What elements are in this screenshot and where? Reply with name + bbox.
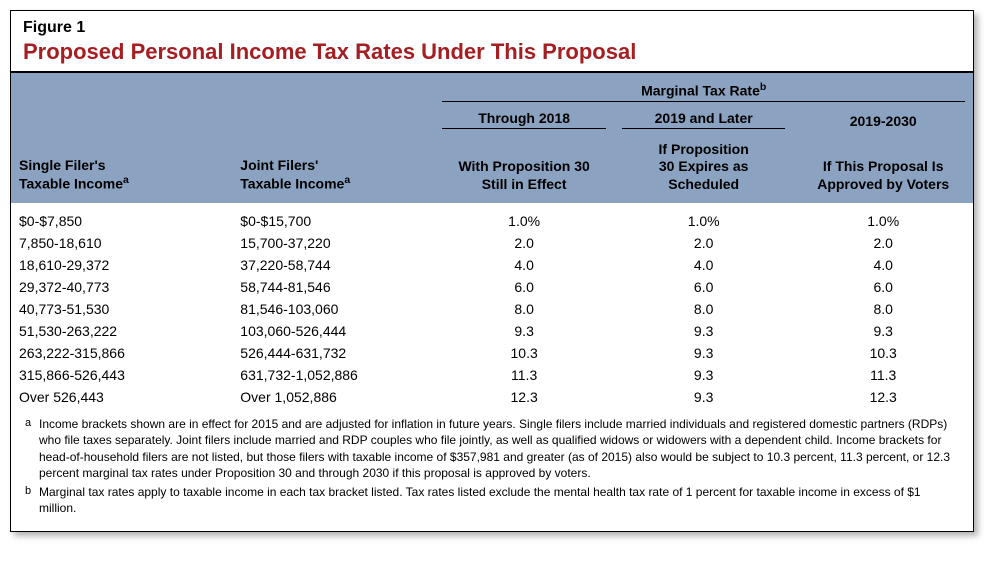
- cell-single: 51,530-263,222: [11, 320, 232, 342]
- cell-r1: 8.0: [434, 298, 614, 320]
- col-header-joint-l1: Joint Filers': [240, 157, 318, 173]
- col-spanner-rate: Marginal Tax Rateb: [434, 73, 973, 106]
- cell-joint: 103,060-526,444: [232, 320, 434, 342]
- footnote-a: a Income brackets shown are in effect fo…: [25, 416, 959, 481]
- table-row: $0-$7,850 $0-$15,700 1.0% 1.0% 1.0%: [11, 203, 973, 232]
- figure-container: Figure 1 Proposed Personal Income Tax Ra…: [10, 10, 974, 532]
- col-header-single-sup: a: [123, 174, 129, 186]
- tax-rate-table: Single Filer's Taxable Incomea Joint Fil…: [11, 73, 973, 408]
- cell-single: 7,850-18,610: [11, 232, 232, 254]
- cell-r2: 9.3: [614, 364, 794, 386]
- col-period-2-text: 2019 and Later: [622, 110, 786, 129]
- cell-r3: 9.3: [793, 320, 973, 342]
- cell-r2: 6.0: [614, 276, 794, 298]
- cell-r2: 2.0: [614, 232, 794, 254]
- cell-single: 263,222-315,866: [11, 342, 232, 364]
- col-header-single-l2: Taxable Income: [19, 176, 123, 192]
- cell-r2: 1.0%: [614, 203, 794, 232]
- cell-single: 40,773-51,530: [11, 298, 232, 320]
- col-header-joint: Joint Filers' Taxable Incomea: [232, 73, 434, 203]
- cell-r2: 9.3: [614, 320, 794, 342]
- col-scenario-2-l1: If Proposition: [659, 141, 749, 157]
- col-period-3-text: 2019-2030: [801, 113, 965, 129]
- col-period-2: 2019 and Later: [614, 106, 794, 133]
- cell-r2: 9.3: [614, 342, 794, 364]
- cell-joint: 81,546-103,060: [232, 298, 434, 320]
- cell-single: Over 526,443: [11, 386, 232, 408]
- cell-r1: 4.0: [434, 254, 614, 276]
- col-period-3: 2019-2030: [793, 106, 973, 133]
- cell-r3: 8.0: [793, 298, 973, 320]
- cell-r1: 1.0%: [434, 203, 614, 232]
- table-row: 7,850-18,610 15,700-37,220 2.0 2.0 2.0: [11, 232, 973, 254]
- footnote-b-mark: b: [25, 484, 39, 516]
- table-row: Over 526,443 Over 1,052,886 12.3 9.3 12.…: [11, 386, 973, 408]
- figure-header: Figure 1 Proposed Personal Income Tax Ra…: [11, 11, 973, 73]
- cell-r1: 9.3: [434, 320, 614, 342]
- table-row: 29,372-40,773 58,744-81,546 6.0 6.0 6.0: [11, 276, 973, 298]
- cell-r2: 8.0: [614, 298, 794, 320]
- table-row: 263,222-315,866 526,444-631,732 10.3 9.3…: [11, 342, 973, 364]
- cell-r2: 4.0: [614, 254, 794, 276]
- footnote-a-mark: a: [25, 416, 39, 481]
- col-scenario-2-l3: Scheduled: [668, 176, 739, 192]
- footnote-b: b Marginal tax rates apply to taxable in…: [25, 484, 959, 516]
- cell-r3: 1.0%: [793, 203, 973, 232]
- table-body: $0-$7,850 $0-$15,700 1.0% 1.0% 1.0% 7,85…: [11, 203, 973, 408]
- col-scenario-2: If Proposition 30 Expires as Scheduled: [614, 133, 794, 204]
- cell-single: 18,610-29,372: [11, 254, 232, 276]
- col-header-joint-l2: Taxable Income: [240, 176, 344, 192]
- footnote-b-text: Marginal tax rates apply to taxable inco…: [39, 484, 959, 516]
- cell-single: $0-$7,850: [11, 203, 232, 232]
- col-header-single: Single Filer's Taxable Incomea: [11, 73, 232, 203]
- col-header-joint-sup: a: [344, 174, 350, 186]
- col-period-1: Through 2018: [434, 106, 614, 133]
- table-row: 51,530-263,222 103,060-526,444 9.3 9.3 9…: [11, 320, 973, 342]
- cell-joint: 631,732-1,052,886: [232, 364, 434, 386]
- cell-single: 29,372-40,773: [11, 276, 232, 298]
- col-scenario-3-l1: If This Proposal Is: [823, 158, 944, 174]
- cell-joint: 15,700-37,220: [232, 232, 434, 254]
- figure-label: Figure 1: [23, 19, 961, 37]
- cell-r1: 12.3: [434, 386, 614, 408]
- table-row: 40,773-51,530 81,546-103,060 8.0 8.0 8.0: [11, 298, 973, 320]
- col-header-single-l1: Single Filer's: [19, 157, 106, 173]
- cell-r2: 9.3: [614, 386, 794, 408]
- cell-r3: 11.3: [793, 364, 973, 386]
- cell-joint: 58,744-81,546: [232, 276, 434, 298]
- cell-r3: 2.0: [793, 232, 973, 254]
- col-spanner-rate-sup: b: [760, 81, 766, 93]
- cell-single: 315,866-526,443: [11, 364, 232, 386]
- cell-joint: 37,220-58,744: [232, 254, 434, 276]
- cell-r1: 11.3: [434, 364, 614, 386]
- table-row: 315,866-526,443 631,732-1,052,886 11.3 9…: [11, 364, 973, 386]
- col-period-1-text: Through 2018: [442, 110, 606, 129]
- col-scenario-1: With Proposition 30 Still in Effect: [434, 133, 614, 204]
- figure-title: Proposed Personal Income Tax Rates Under…: [23, 39, 961, 65]
- cell-r3: 10.3: [793, 342, 973, 364]
- col-scenario-2-l2: 30 Expires as: [659, 158, 749, 174]
- col-scenario-3: If This Proposal Is Approved by Voters: [793, 133, 973, 204]
- col-scenario-1-l2: Still in Effect: [482, 176, 567, 192]
- cell-r3: 12.3: [793, 386, 973, 408]
- cell-r1: 10.3: [434, 342, 614, 364]
- footnotes: a Income brackets shown are in effect fo…: [11, 408, 973, 531]
- col-scenario-3-l2: Approved by Voters: [817, 176, 949, 192]
- cell-joint: $0-$15,700: [232, 203, 434, 232]
- cell-r1: 6.0: [434, 276, 614, 298]
- footnote-a-text: Income brackets shown are in effect for …: [39, 416, 959, 481]
- cell-r3: 4.0: [793, 254, 973, 276]
- col-spanner-rate-text: Marginal Tax Rate: [641, 83, 760, 99]
- table-row: 18,610-29,372 37,220-58,744 4.0 4.0 4.0: [11, 254, 973, 276]
- cell-joint: 526,444-631,732: [232, 342, 434, 364]
- col-scenario-1-l1: With Proposition 30: [458, 158, 589, 174]
- cell-joint: Over 1,052,886: [232, 386, 434, 408]
- cell-r3: 6.0: [793, 276, 973, 298]
- cell-r1: 2.0: [434, 232, 614, 254]
